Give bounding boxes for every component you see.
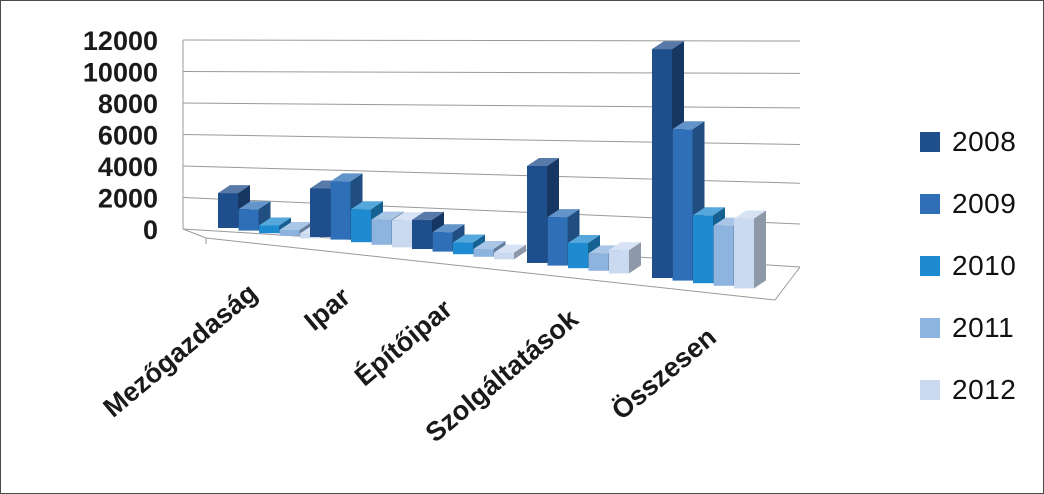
- category-label: Ipar: [299, 281, 357, 336]
- legend-item: 2012: [920, 374, 1038, 406]
- category-cluster: [652, 41, 766, 289]
- y-tick-label: 2000: [98, 184, 158, 214]
- legend-label: 2008: [952, 126, 1017, 157]
- legend-label: 2010: [952, 250, 1017, 281]
- gridline: [182, 102, 801, 109]
- y-tick-label: 4000: [98, 152, 158, 182]
- gridline: [182, 71, 801, 74]
- gridline: [182, 134, 801, 145]
- category-cluster: [527, 158, 641, 274]
- legend-item: 2008: [920, 126, 1038, 158]
- legend-item: 2009: [920, 188, 1038, 220]
- y-tick-label: 8000: [98, 89, 158, 119]
- gridline: [182, 39, 801, 42]
- legend-swatch: [920, 380, 940, 400]
- legend-label: 2012: [952, 374, 1017, 405]
- legend-swatch: [920, 132, 940, 152]
- legend-swatch: [920, 318, 940, 338]
- legend-item: 2011: [920, 312, 1038, 344]
- y-tick-label: 10000: [83, 58, 158, 88]
- category-label: Építőipar: [348, 293, 458, 392]
- category-cluster: [310, 173, 424, 248]
- category-label: Összesen: [606, 322, 722, 426]
- gridline: [182, 165, 801, 184]
- y-tick-label: 0: [143, 215, 158, 245]
- floor-edge: [182, 228, 801, 301]
- bar: [494, 244, 526, 260]
- y-tick-label: 6000: [98, 121, 158, 151]
- legend-swatch: [920, 194, 940, 214]
- legend-item: 2010: [920, 250, 1038, 282]
- y-tick-label: 12000: [83, 26, 158, 56]
- bar: [734, 210, 766, 289]
- legend: 2008 2009 2010 2011 2012: [920, 126, 1038, 436]
- category-cluster: [412, 211, 526, 260]
- legend-label: 2009: [952, 188, 1017, 219]
- category-label: Mezőgazdaság: [98, 278, 263, 423]
- legend-swatch: [920, 256, 940, 276]
- legend-label: 2011: [952, 312, 1015, 343]
- bars: [218, 41, 766, 289]
- bar: [609, 242, 641, 274]
